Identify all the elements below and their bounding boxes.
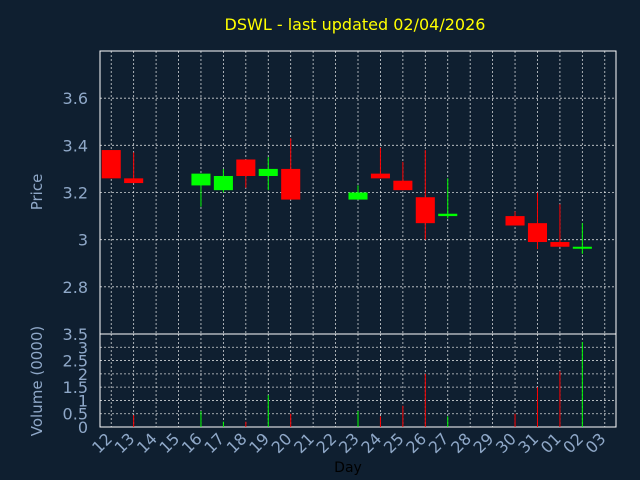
candle-body: [213, 175, 233, 191]
candle-body: [438, 213, 458, 217]
candle-body: [572, 246, 592, 249]
volume-bars: [133, 341, 583, 427]
x-tick-labels: 1213141516171819202122232425262728293031…: [88, 429, 609, 457]
volume-tick-label: 2: [78, 365, 88, 384]
candle-body: [505, 216, 525, 226]
volume-tick-label: 2.5: [63, 352, 88, 371]
candle-body: [550, 242, 570, 247]
volume-tick-label: 1: [78, 391, 88, 410]
volume-axis-label: Volume (0000): [28, 326, 46, 436]
volume-tick-label: 3: [78, 338, 88, 357]
volume-tick-label: 0.5: [63, 405, 88, 424]
candle-body: [191, 173, 211, 186]
candle-body: [527, 223, 548, 243]
price-tick-label: 3.2: [63, 184, 88, 203]
candle-body: [236, 159, 256, 176]
candle-body: [258, 168, 278, 176]
candlesticks: [101, 138, 592, 254]
volume-panel: 00.511.522.533.5: [63, 325, 617, 437]
price-panel: 2.8 3 3.2 3.4 3.6: [63, 50, 617, 335]
candle-body: [415, 197, 435, 224]
candle-body: [348, 192, 368, 200]
volume-tick-label: 3.5: [63, 325, 88, 344]
price-axis-label: Price: [28, 174, 46, 211]
price-tick-label: 3.4: [63, 136, 88, 155]
chart-title: DSWL - last updated 02/04/2026: [225, 15, 486, 34]
x-axis-label: Day: [334, 460, 362, 476]
candle-body: [370, 173, 390, 179]
candle-body: [281, 168, 301, 200]
price-tick-label: 3: [78, 231, 88, 250]
candle-body: [101, 150, 121, 179]
candle-body: [124, 178, 144, 184]
price-tick-label: 3.6: [63, 89, 88, 108]
volume-tick-labels: 00.511.522.533.5: [63, 325, 88, 437]
volume-tick-label: 1.5: [63, 378, 88, 397]
volume-tick-label: 0: [78, 418, 88, 437]
price-tick-labels: 2.8 3 3.2 3.4 3.6: [63, 89, 88, 297]
candle-body: [393, 180, 413, 191]
price-tick-label: 2.8: [63, 278, 88, 297]
